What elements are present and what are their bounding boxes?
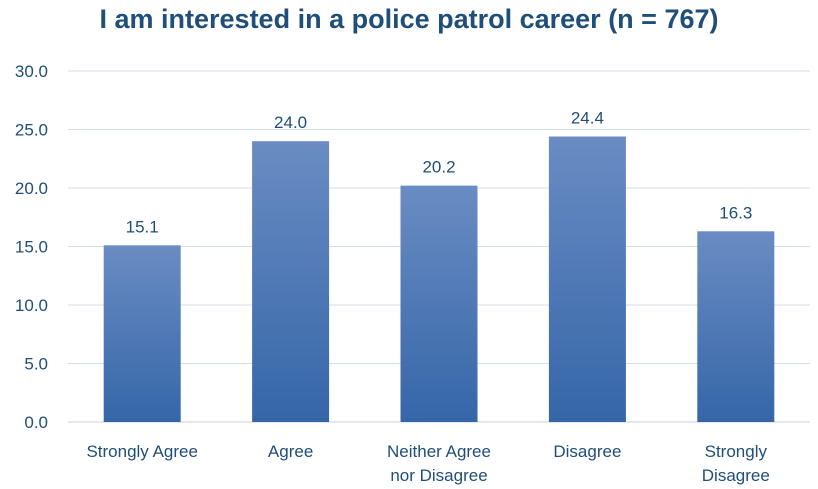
y-tick-label: 15.0 [15,238,48,257]
data-label: 24.0 [274,113,307,132]
category-label: Strongly Disagree [702,442,770,485]
category-label: Disagree [553,442,621,461]
data-labels: 15.1 24.0 20.2 24.4 16.3 [126,109,753,237]
y-axis-ticks: 0.0 5.0 10.0 15.0 20.0 25.0 30.0 [15,62,48,432]
category-label: Agree [268,442,313,461]
category-labels: Strongly Agree Agree Neither Agree nor Disa… [86,442,769,485]
chart-title: I am interested in a police patrol caree… [99,4,719,34]
bar [103,245,181,422]
bar [252,141,330,422]
category-label: Neither Agree nor Disagree [387,442,491,485]
data-label: 15.1 [126,217,159,236]
y-tick-label: 20.0 [15,179,48,198]
bar [548,136,626,422]
category-label: Strongly Agree [86,442,198,461]
y-tick-label: 0.0 [24,413,48,432]
bars [103,136,775,422]
data-label: 24.4 [571,109,604,128]
data-label: 20.2 [422,158,455,177]
data-label: 16.3 [719,203,752,222]
y-tick-label: 5.0 [24,355,48,374]
y-tick-label: 30.0 [15,62,48,81]
bar [400,185,478,422]
bar [697,231,775,422]
y-tick-label: 25.0 [15,121,48,140]
y-tick-label: 10.0 [15,296,48,315]
